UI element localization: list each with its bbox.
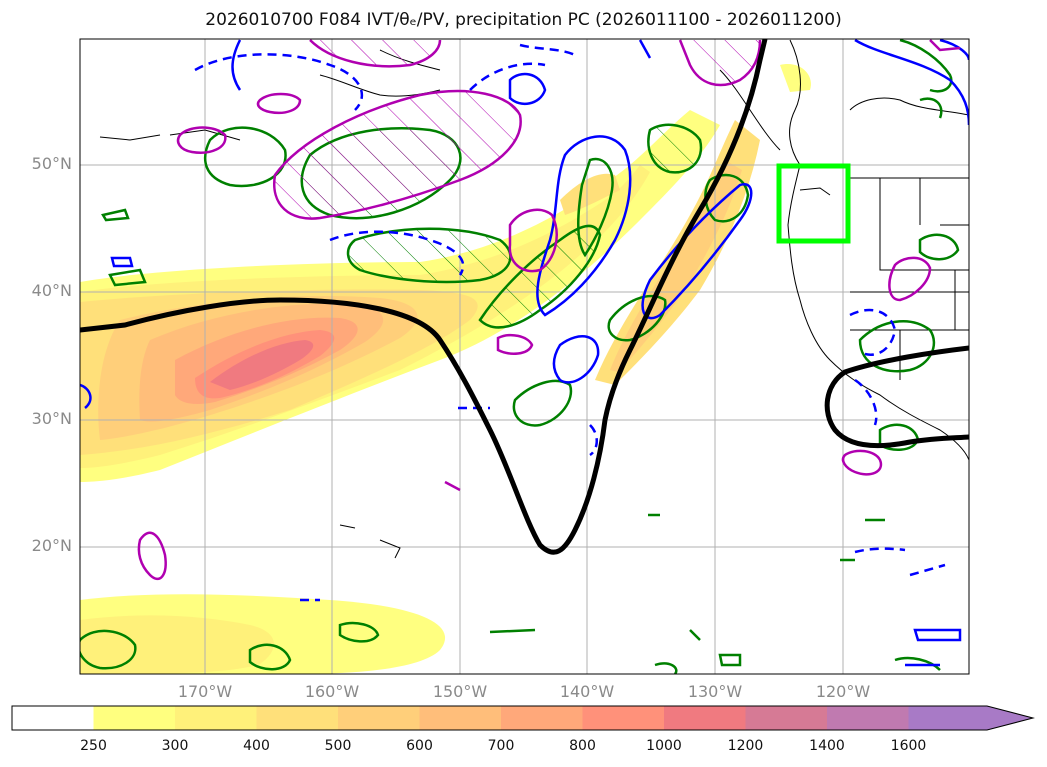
colorbar-label: 800 bbox=[569, 738, 596, 754]
precip-pc-contours bbox=[137, 39, 961, 581]
colorbar-cell-1400 bbox=[827, 706, 909, 730]
colorbar bbox=[11, 705, 1035, 731]
lon-label-120w: 120°W bbox=[815, 682, 871, 701]
colorbar-outline bbox=[11, 705, 1035, 731]
colorbar-cell-300 bbox=[175, 706, 257, 730]
target-region-box bbox=[776, 163, 851, 244]
colorbar-label: 1000 bbox=[646, 738, 682, 754]
colorbar-cell-400 bbox=[256, 706, 339, 730]
lon-label-140w: 140°W bbox=[559, 682, 615, 701]
colorbar-label: 1600 bbox=[890, 738, 927, 754]
lon-label-160w: 160°W bbox=[304, 682, 360, 701]
colorbar-cell-1200 bbox=[745, 706, 828, 730]
colorbar-label: 250 bbox=[80, 738, 107, 754]
ivt-contour bbox=[80, 39, 969, 555]
colorbar-cell-under bbox=[12, 706, 94, 730]
lat-label-30n: 30°N bbox=[31, 409, 72, 428]
lat-label-40n: 40°N bbox=[31, 281, 72, 300]
colorbar-cell-700 bbox=[501, 706, 583, 730]
colorbar-cell-600 bbox=[419, 706, 502, 730]
ivt-filled-plume bbox=[80, 64, 811, 674]
colorbar-cell-250 bbox=[93, 706, 176, 730]
colorbar-cells bbox=[12, 706, 1033, 730]
colorbar-cell-500 bbox=[338, 706, 420, 730]
colorbar-label: 1200 bbox=[727, 738, 764, 754]
colorbar-label: 300 bbox=[161, 738, 189, 754]
colorbar-label: 500 bbox=[324, 738, 352, 754]
pv-contours-dashed bbox=[194, 43, 946, 602]
map-frame bbox=[79, 38, 970, 675]
colorbar-cell-1600 bbox=[908, 706, 1033, 730]
colorbar-label: 1400 bbox=[809, 738, 845, 754]
lon-label-170w: 170°W bbox=[177, 682, 233, 701]
colorbar-cell-800 bbox=[582, 706, 665, 730]
lat-label-20n: 20°N bbox=[31, 536, 72, 555]
pv-contours bbox=[80, 39, 969, 667]
lon-label-150w: 150°W bbox=[432, 682, 488, 701]
map-plot bbox=[79, 38, 970, 675]
colorbar-label: 400 bbox=[243, 738, 270, 754]
lon-label-130w: 130°W bbox=[687, 682, 743, 701]
colorbar-cell-1000 bbox=[664, 706, 746, 730]
colorbar-label: 600 bbox=[406, 738, 433, 754]
map-title: 2026010700 F084 IVT/θₑ/PV, precipitation… bbox=[205, 10, 842, 30]
lat-label-50n: 50°N bbox=[31, 154, 72, 173]
colorbar-label: 700 bbox=[487, 738, 515, 754]
